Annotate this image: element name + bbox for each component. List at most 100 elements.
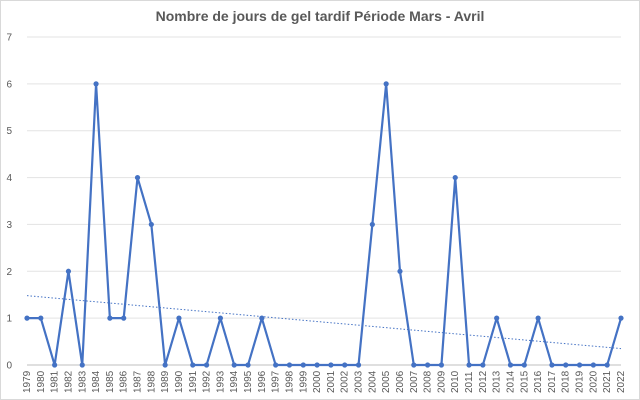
x-tick-label: 2008 [423,370,434,393]
x-tick-label: 2016 [533,370,544,393]
x-tick-label: 2000 [312,370,323,393]
x-tick-label: 1990 [174,370,185,393]
data-point [148,221,154,228]
data-point [604,362,610,368]
x-tick-label: 2005 [381,370,392,393]
data-point [162,362,168,368]
gridlines [27,36,621,366]
data-point [328,362,334,368]
y-tick-label: 7 [6,33,12,44]
data-point [107,315,113,321]
data-point [134,174,141,181]
x-tick-label: 1992 [202,370,213,393]
data-point [618,315,624,321]
data-point [590,362,596,368]
y-tick-label: 6 [6,79,12,90]
x-tick-label: 1997 [271,370,282,393]
data-point [452,174,458,181]
chart-title: Nombre de jours de gel tardif Période Ma… [155,8,485,24]
x-tick-label: 1998 [284,370,295,393]
x-tick-label: 1986 [119,370,130,393]
data-point [438,362,445,368]
x-tick-label: 2003 [354,370,365,393]
x-tick-label: 2007 [409,370,420,393]
x-tick-label: 1980 [36,370,47,393]
x-tick-label: 1987 [133,370,144,393]
x-axis-ticks: 1979 1980 1981 1982 1983 1984 1985 1986 1987 1988… [22,370,627,393]
data-point [369,221,375,228]
x-tick-label: 2014 [505,370,516,393]
x-tick-label: 1979 [22,370,33,393]
x-tick-label: 2017 [547,370,558,393]
data-point [314,362,320,368]
x-tick-label: 1989 [160,370,171,393]
x-tick-label: 2019 [575,370,586,393]
data-point [176,315,182,321]
data-point [397,268,403,274]
x-tick-label: 1993 [215,370,226,393]
x-tick-label: 1984 [91,370,102,393]
series-group [24,81,624,368]
x-tick-label: 1991 [188,370,199,393]
data-point [245,362,251,368]
data-point [300,362,306,368]
y-tick-label: 0 [6,361,12,372]
data-point [411,362,417,368]
data-point [259,315,265,321]
x-tick-label: 2009 [436,370,447,393]
data-point [521,362,527,368]
x-tick-label: 1988 [146,370,157,393]
x-tick-label: 2022 [616,370,627,393]
data-point [535,315,541,321]
data-point [231,362,237,368]
x-tick-label: 1995 [243,370,254,393]
x-tick-label: 2012 [478,370,489,393]
data-point [355,362,362,368]
x-tick-label: 2013 [492,370,503,393]
x-tick-label: 2006 [395,370,406,393]
x-tick-label: 2015 [519,370,530,393]
y-tick-label: 1 [6,314,12,325]
data-point [65,268,72,274]
data-point [24,315,30,321]
x-tick-label: 2002 [340,370,351,393]
y-tick-label: 4 [6,173,12,184]
data-point [79,362,85,368]
x-tick-label: 2020 [588,370,599,393]
y-axis-ticks: 0 1 2 3 4 5 6 7 [6,33,12,372]
x-tick-label: 2018 [561,370,572,393]
data-point [563,362,569,368]
data-point [217,315,223,321]
data-point [576,362,583,368]
data-point [383,81,389,87]
data-point [494,315,500,321]
x-tick-label: 1982 [63,370,74,393]
data-point [93,81,99,87]
x-tick-label: 1983 [77,370,88,393]
data-point [286,362,293,368]
data-point [549,362,555,368]
data-point [425,362,431,368]
y-tick-label: 5 [6,126,12,137]
x-tick-label: 1981 [50,370,61,393]
x-tick-label: 1994 [229,370,240,393]
data-point [190,362,196,368]
y-tick-label: 2 [6,267,12,278]
x-tick-label: 2021 [602,370,613,393]
x-tick-label: 2010 [450,370,461,393]
data-point [52,362,58,368]
data-point [38,315,44,321]
x-tick-label: 1985 [105,370,116,393]
data-point [273,362,279,368]
data-point [121,315,127,321]
y-tick-label: 3 [6,220,12,231]
x-tick-label: 1999 [298,370,309,393]
data-point [466,362,472,368]
x-tick-label: 2001 [326,370,337,393]
data-point [203,362,210,368]
x-tick-label: 2004 [367,370,378,393]
x-tick-label: 2011 [464,371,475,393]
data-point [507,362,514,368]
data-point [480,362,486,368]
